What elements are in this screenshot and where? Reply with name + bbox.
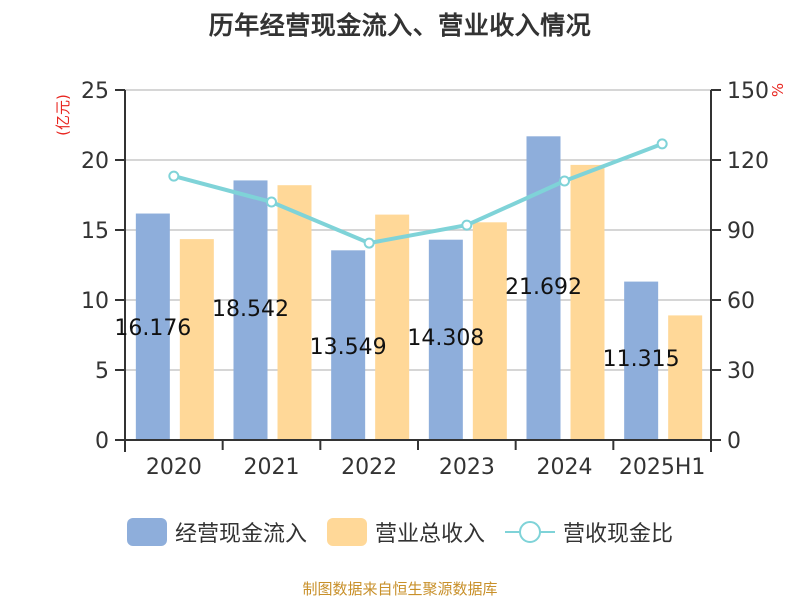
right-axis-tick-label: 150 xyxy=(727,79,769,104)
ratio-point-marker xyxy=(363,237,375,249)
x-axis-tick-label: 2024 xyxy=(537,455,593,480)
bar-data-label: 14.308 xyxy=(407,326,484,351)
ratio-point-marker xyxy=(656,138,668,150)
right-axis-tick-label: 0 xyxy=(727,429,741,454)
bar-revenue xyxy=(375,214,410,440)
ratio-point-marker xyxy=(266,196,277,208)
bar-cash-inflow xyxy=(624,281,659,440)
bar-data-label: 11.315 xyxy=(603,347,680,372)
legend-item-ratio[interactable]: 营收现金比 xyxy=(505,516,673,548)
left-axis-tick-label: 20 xyxy=(81,149,109,174)
left-axis-tick-label: 15 xyxy=(81,219,109,244)
x-axis-tick-label: 2022 xyxy=(341,455,397,480)
x-axis-tick-label: 2025H1 xyxy=(619,455,706,480)
ratio-line xyxy=(173,142,663,246)
chart-title: 历年经营现金流入、营业收入情况 xyxy=(208,11,592,40)
bar-revenue xyxy=(179,239,214,440)
legend-swatch-cash-inflow xyxy=(126,518,167,546)
bar-cash-inflow xyxy=(331,250,366,440)
bar-data-label: 21.692 xyxy=(505,275,582,300)
ratio-point-marker xyxy=(461,219,473,231)
left-axis-unit: (亿元) xyxy=(54,94,72,136)
right-axis-tick-label: 60 xyxy=(727,289,755,314)
x-axis-tick-label: 2020 xyxy=(146,455,202,480)
bar-data-label: 18.542 xyxy=(212,297,289,322)
legend-item-cash-inflow[interactable]: 经营现金流入 xyxy=(126,516,307,548)
right-axis-unit: % xyxy=(769,83,787,97)
legend-swatch-revenue xyxy=(326,518,367,546)
x-axis-tick-label: 2023 xyxy=(439,455,495,480)
bar-revenue xyxy=(570,164,605,440)
bar-cash-inflow xyxy=(135,213,170,440)
legend-label: 经营现金流入 xyxy=(174,522,307,547)
bar-revenue xyxy=(668,315,703,440)
left-axis-tick-label: 5 xyxy=(95,359,109,384)
legend-label: 营业总收入 xyxy=(374,522,485,547)
bar-cash-inflow xyxy=(233,180,268,441)
bar-data-label: 16.176 xyxy=(114,316,191,341)
data-source-note: 制图数据来自恒生聚源数据库 xyxy=(302,580,498,598)
chart-plot: 0 5 10 15 20 25 0 30 60 90 120 150 2020 2021 2022 2023 2… xyxy=(54,79,787,480)
chart-legend: 经营现金流入 营业总收入 营收现金比 xyxy=(0,516,800,548)
left-axis-tick-label: 10 xyxy=(81,289,109,314)
right-axis-tick-label: 120 xyxy=(727,149,769,174)
legend-label: 营收现金比 xyxy=(563,522,674,547)
x-axis-tick-label: 2021 xyxy=(244,455,300,480)
left-axis-tick-label: 25 xyxy=(81,79,109,104)
bar-revenue xyxy=(472,222,507,440)
right-axis-tick-label: 30 xyxy=(727,359,755,384)
bar-revenue xyxy=(277,185,312,440)
legend-line-marker-icon xyxy=(505,521,555,543)
left-axis-tick-label: 0 xyxy=(95,429,109,454)
legend-item-revenue[interactable]: 营业总收入 xyxy=(326,516,485,548)
bar-data-label: 13.549 xyxy=(310,335,387,360)
right-axis-tick-label: 90 xyxy=(727,219,755,244)
ratio-point-marker xyxy=(559,175,570,187)
ratio-point-marker xyxy=(168,170,180,182)
bar-cash-inflow xyxy=(428,239,463,440)
